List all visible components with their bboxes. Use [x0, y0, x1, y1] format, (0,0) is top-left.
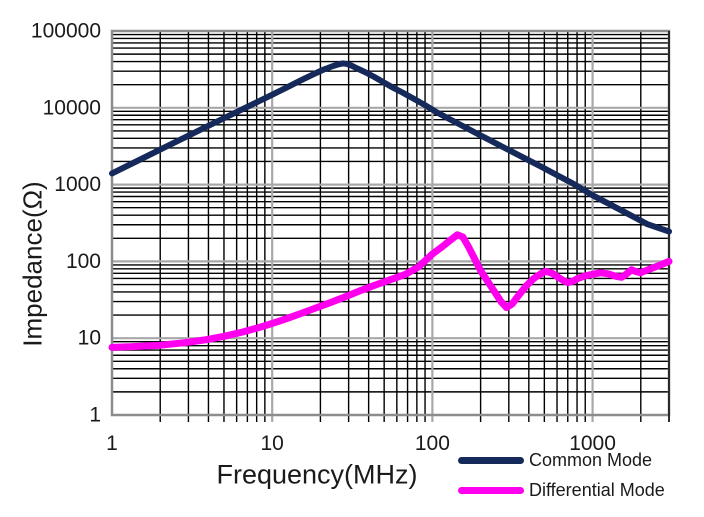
x-tick-label: 1 — [106, 432, 118, 455]
y-tick-label: 10 — [78, 327, 101, 350]
legend-item-common-mode: Common Mode — [458, 450, 665, 471]
legend-label-differential-mode: Differential Mode — [529, 480, 665, 500]
legend: Common Mode Differential Mode — [458, 450, 665, 510]
y-tick-label: 1 — [89, 404, 101, 427]
common-mode-line-swatch — [458, 457, 524, 464]
x-axis-title: Frequency(MHz) — [216, 459, 418, 490]
legend-label-common-mode: Common Mode — [529, 450, 653, 470]
x-tick-label: 10 — [261, 432, 284, 455]
y-axis-title: Impedance(Ω) — [17, 181, 48, 347]
differential-mode-line-swatch — [458, 487, 524, 494]
y-tick-label: 100 — [66, 250, 101, 273]
legend-item-differential-mode: Differential Mode — [458, 480, 665, 501]
x-tick-label: 1000 — [569, 432, 616, 455]
common-mode-curve — [109, 60, 672, 235]
y-tick-label: 10000 — [43, 96, 101, 119]
x-tick-label: 100 — [415, 432, 450, 455]
y-tick-label: 1000 — [54, 173, 101, 196]
y-tick-label: 100000 — [31, 20, 101, 43]
differential-mode-curve — [108, 231, 673, 351]
